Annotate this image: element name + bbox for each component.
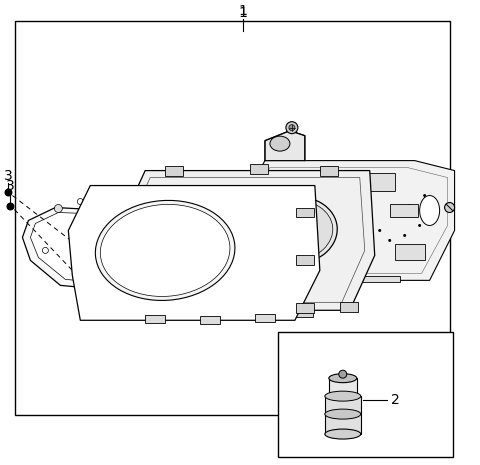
Ellipse shape (325, 391, 361, 401)
Circle shape (378, 229, 381, 232)
Circle shape (348, 246, 351, 249)
Circle shape (388, 239, 391, 242)
Circle shape (54, 205, 62, 213)
Ellipse shape (96, 200, 235, 300)
Bar (360, 173, 395, 191)
Circle shape (339, 370, 347, 378)
Polygon shape (122, 171, 375, 310)
Circle shape (423, 194, 426, 197)
Circle shape (328, 209, 331, 212)
Ellipse shape (160, 198, 260, 278)
Bar (329, 378, 357, 396)
Circle shape (172, 214, 178, 220)
Circle shape (403, 234, 406, 237)
Circle shape (231, 289, 239, 297)
Ellipse shape (420, 195, 440, 226)
Circle shape (202, 229, 218, 246)
Bar (296, 303, 314, 313)
Ellipse shape (100, 205, 230, 297)
Polygon shape (68, 186, 320, 320)
Text: 1: 1 (239, 4, 247, 18)
Ellipse shape (325, 429, 361, 439)
Circle shape (77, 199, 84, 205)
Bar (360, 276, 400, 282)
Circle shape (7, 203, 14, 210)
Circle shape (289, 125, 295, 131)
Bar (165, 166, 183, 176)
Circle shape (368, 202, 371, 205)
Circle shape (211, 288, 219, 296)
Text: 3: 3 (6, 179, 15, 193)
Circle shape (308, 254, 312, 257)
Bar (250, 164, 268, 173)
Circle shape (96, 287, 104, 295)
Bar (390, 204, 418, 218)
Bar (295, 307, 313, 317)
Circle shape (42, 247, 48, 253)
Bar (340, 302, 358, 312)
Bar (145, 315, 165, 323)
Text: 2: 2 (391, 393, 399, 407)
Polygon shape (265, 131, 305, 160)
Circle shape (194, 249, 202, 258)
Circle shape (368, 242, 371, 245)
Circle shape (288, 224, 302, 238)
Circle shape (4, 188, 12, 197)
Bar (296, 255, 314, 266)
Ellipse shape (257, 200, 333, 260)
Bar (278, 332, 453, 457)
Bar (155, 307, 173, 317)
Circle shape (176, 287, 184, 295)
Ellipse shape (270, 136, 290, 151)
Circle shape (408, 204, 411, 207)
Bar (255, 314, 275, 322)
Polygon shape (30, 213, 200, 288)
Circle shape (348, 206, 351, 209)
Text: 1: 1 (239, 6, 247, 20)
Circle shape (251, 289, 259, 297)
Circle shape (328, 249, 331, 252)
Text: 3: 3 (4, 169, 13, 183)
Ellipse shape (329, 374, 357, 383)
Ellipse shape (325, 409, 361, 419)
Circle shape (271, 288, 279, 296)
Circle shape (76, 281, 84, 289)
Circle shape (308, 214, 312, 217)
Bar (296, 207, 314, 218)
Ellipse shape (165, 201, 255, 273)
Circle shape (358, 226, 361, 229)
Ellipse shape (252, 196, 337, 265)
Circle shape (191, 286, 199, 294)
Circle shape (444, 203, 455, 213)
Bar (325, 396, 361, 434)
Bar (395, 245, 425, 260)
Circle shape (418, 224, 421, 227)
Bar (220, 308, 238, 318)
Bar (15, 21, 450, 415)
Polygon shape (245, 160, 455, 280)
Circle shape (318, 234, 321, 237)
Bar (200, 316, 220, 324)
Polygon shape (23, 207, 210, 295)
Circle shape (338, 229, 341, 232)
Bar (320, 166, 338, 176)
Circle shape (286, 122, 298, 133)
